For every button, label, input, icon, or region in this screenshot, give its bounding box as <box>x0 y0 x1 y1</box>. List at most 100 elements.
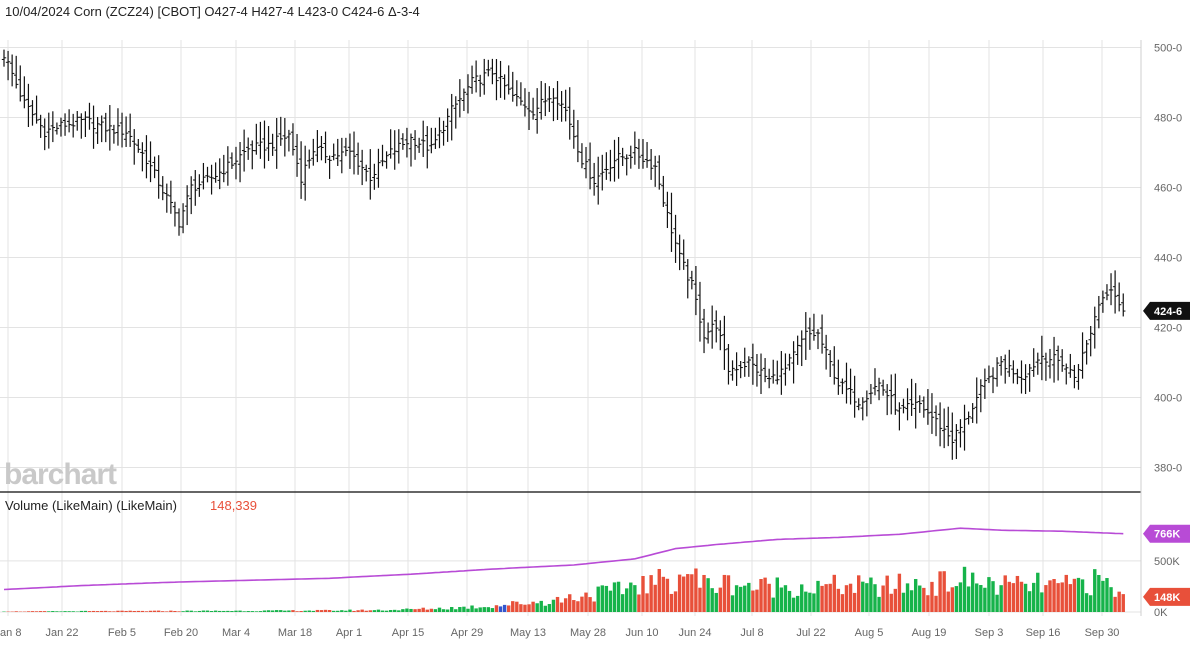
volume-bar <box>987 577 991 612</box>
ohlc-bar <box>522 88 528 117</box>
volume-bar <box>120 610 124 612</box>
volume-bar <box>938 571 942 612</box>
ohlc-bar <box>1027 363 1032 392</box>
ohlc-bar <box>408 133 414 167</box>
ohlc-bar <box>421 120 426 157</box>
ohlc-bar <box>1055 345 1061 381</box>
ohlc-bar <box>718 320 723 351</box>
ohlc-bar <box>54 122 60 135</box>
volume-bar <box>885 575 889 612</box>
ohlc-bar <box>1088 325 1093 357</box>
ohlc-bar <box>123 116 129 147</box>
volume-bar <box>877 596 881 612</box>
ohlc-bar <box>669 192 674 252</box>
last-price-tag-shape <box>1143 301 1190 320</box>
ohlc-bar <box>677 234 682 271</box>
ohlc-bar <box>897 402 902 431</box>
ohlc-bar <box>766 368 772 389</box>
ohlc-bar <box>555 81 560 120</box>
ohlc-bar <box>1060 349 1065 372</box>
date-tick-label: Jan 22 <box>45 627 78 639</box>
volume-bar <box>287 610 291 612</box>
ohlc-bar <box>730 360 735 381</box>
volume-bar <box>816 580 820 612</box>
ohlc-bar <box>9 54 15 87</box>
ohlc-bar <box>156 155 161 199</box>
ohlc-bar <box>83 111 88 138</box>
date-tick-label: Apr 15 <box>392 627 424 639</box>
volume-bar <box>783 585 788 612</box>
volume-bar <box>629 582 633 612</box>
volume-bar <box>1044 585 1048 612</box>
ohlc-bar <box>575 120 581 163</box>
volume-bar <box>588 597 592 612</box>
ohlc-bar <box>632 131 638 165</box>
volume-bar <box>315 609 320 612</box>
ohlc-bar <box>359 149 365 186</box>
grid <box>0 40 1141 616</box>
ohlc-bar <box>209 164 214 195</box>
ohlc-bar <box>1108 273 1114 306</box>
ohlc-bar <box>490 58 495 85</box>
ohlc-bar <box>319 135 324 161</box>
volume-bar <box>966 586 971 612</box>
ohlc-bar <box>1019 360 1024 394</box>
volume-bar <box>393 609 397 612</box>
date-tick-label: Sep 16 <box>1026 627 1061 639</box>
volume-bar <box>568 594 572 612</box>
ohlc-bar <box>1035 352 1040 375</box>
ohlc-bar <box>1116 282 1122 312</box>
ohlc-bar <box>323 131 328 164</box>
volume-bar <box>1080 579 1085 612</box>
ohlc-bar <box>913 383 918 429</box>
volume-bar <box>99 610 104 612</box>
ohlc-bar <box>189 176 194 215</box>
volume-bar <box>1052 579 1056 612</box>
ohlc-bar <box>66 109 72 133</box>
ohlc-bar <box>994 357 1000 387</box>
volume-bar <box>466 608 470 612</box>
volume-bar <box>865 583 869 612</box>
ohlc-bar <box>494 59 499 101</box>
volume-axis: 0K 500K 766K 148K <box>1143 524 1190 619</box>
volume-bar <box>596 586 600 612</box>
ohlc-bar <box>929 393 935 434</box>
date-tick-label: Jul 8 <box>740 627 763 639</box>
volume-bar <box>47 611 51 612</box>
ohlc-bar <box>246 137 251 160</box>
ohlc-bar <box>811 313 817 341</box>
ohlc-bar <box>197 174 202 197</box>
volume-bar <box>1036 572 1040 612</box>
volume-bar <box>262 610 267 612</box>
ohlc-bar <box>441 120 446 146</box>
volume-bar <box>535 603 539 612</box>
price-tick-label: 440-0 <box>1154 253 1182 265</box>
volume-bar <box>59 611 63 612</box>
volume-bar <box>482 607 486 612</box>
volume-bar <box>258 611 263 612</box>
volume-bar <box>474 608 478 612</box>
volume-bar <box>547 604 552 612</box>
volume-bar <box>26 611 31 612</box>
volume-bar <box>812 593 816 612</box>
volume-bar <box>1060 582 1064 612</box>
volume-bar <box>1076 577 1081 612</box>
ohlc-bar <box>815 329 821 350</box>
volume-bar <box>869 577 873 612</box>
ohlc-bar <box>119 112 125 148</box>
volume-bar <box>909 590 914 612</box>
volume-bar <box>1068 584 1073 612</box>
ohlc-bar <box>1068 353 1073 378</box>
volume-label: Volume (LikeMain) (LikeMain) <box>5 498 177 513</box>
volume-bar <box>303 610 307 612</box>
ohlc-bar <box>91 105 96 149</box>
volume-bar <box>901 592 906 612</box>
date-tick-label: Aug 19 <box>912 627 947 639</box>
volume-bar <box>230 611 234 612</box>
ohlc-bar <box>469 65 475 94</box>
ohlc-bar <box>990 367 996 394</box>
ohlc-bar <box>355 142 361 175</box>
ohlc-bar <box>266 126 271 161</box>
ohlc-bar <box>193 170 198 206</box>
volume-bar <box>669 593 674 612</box>
